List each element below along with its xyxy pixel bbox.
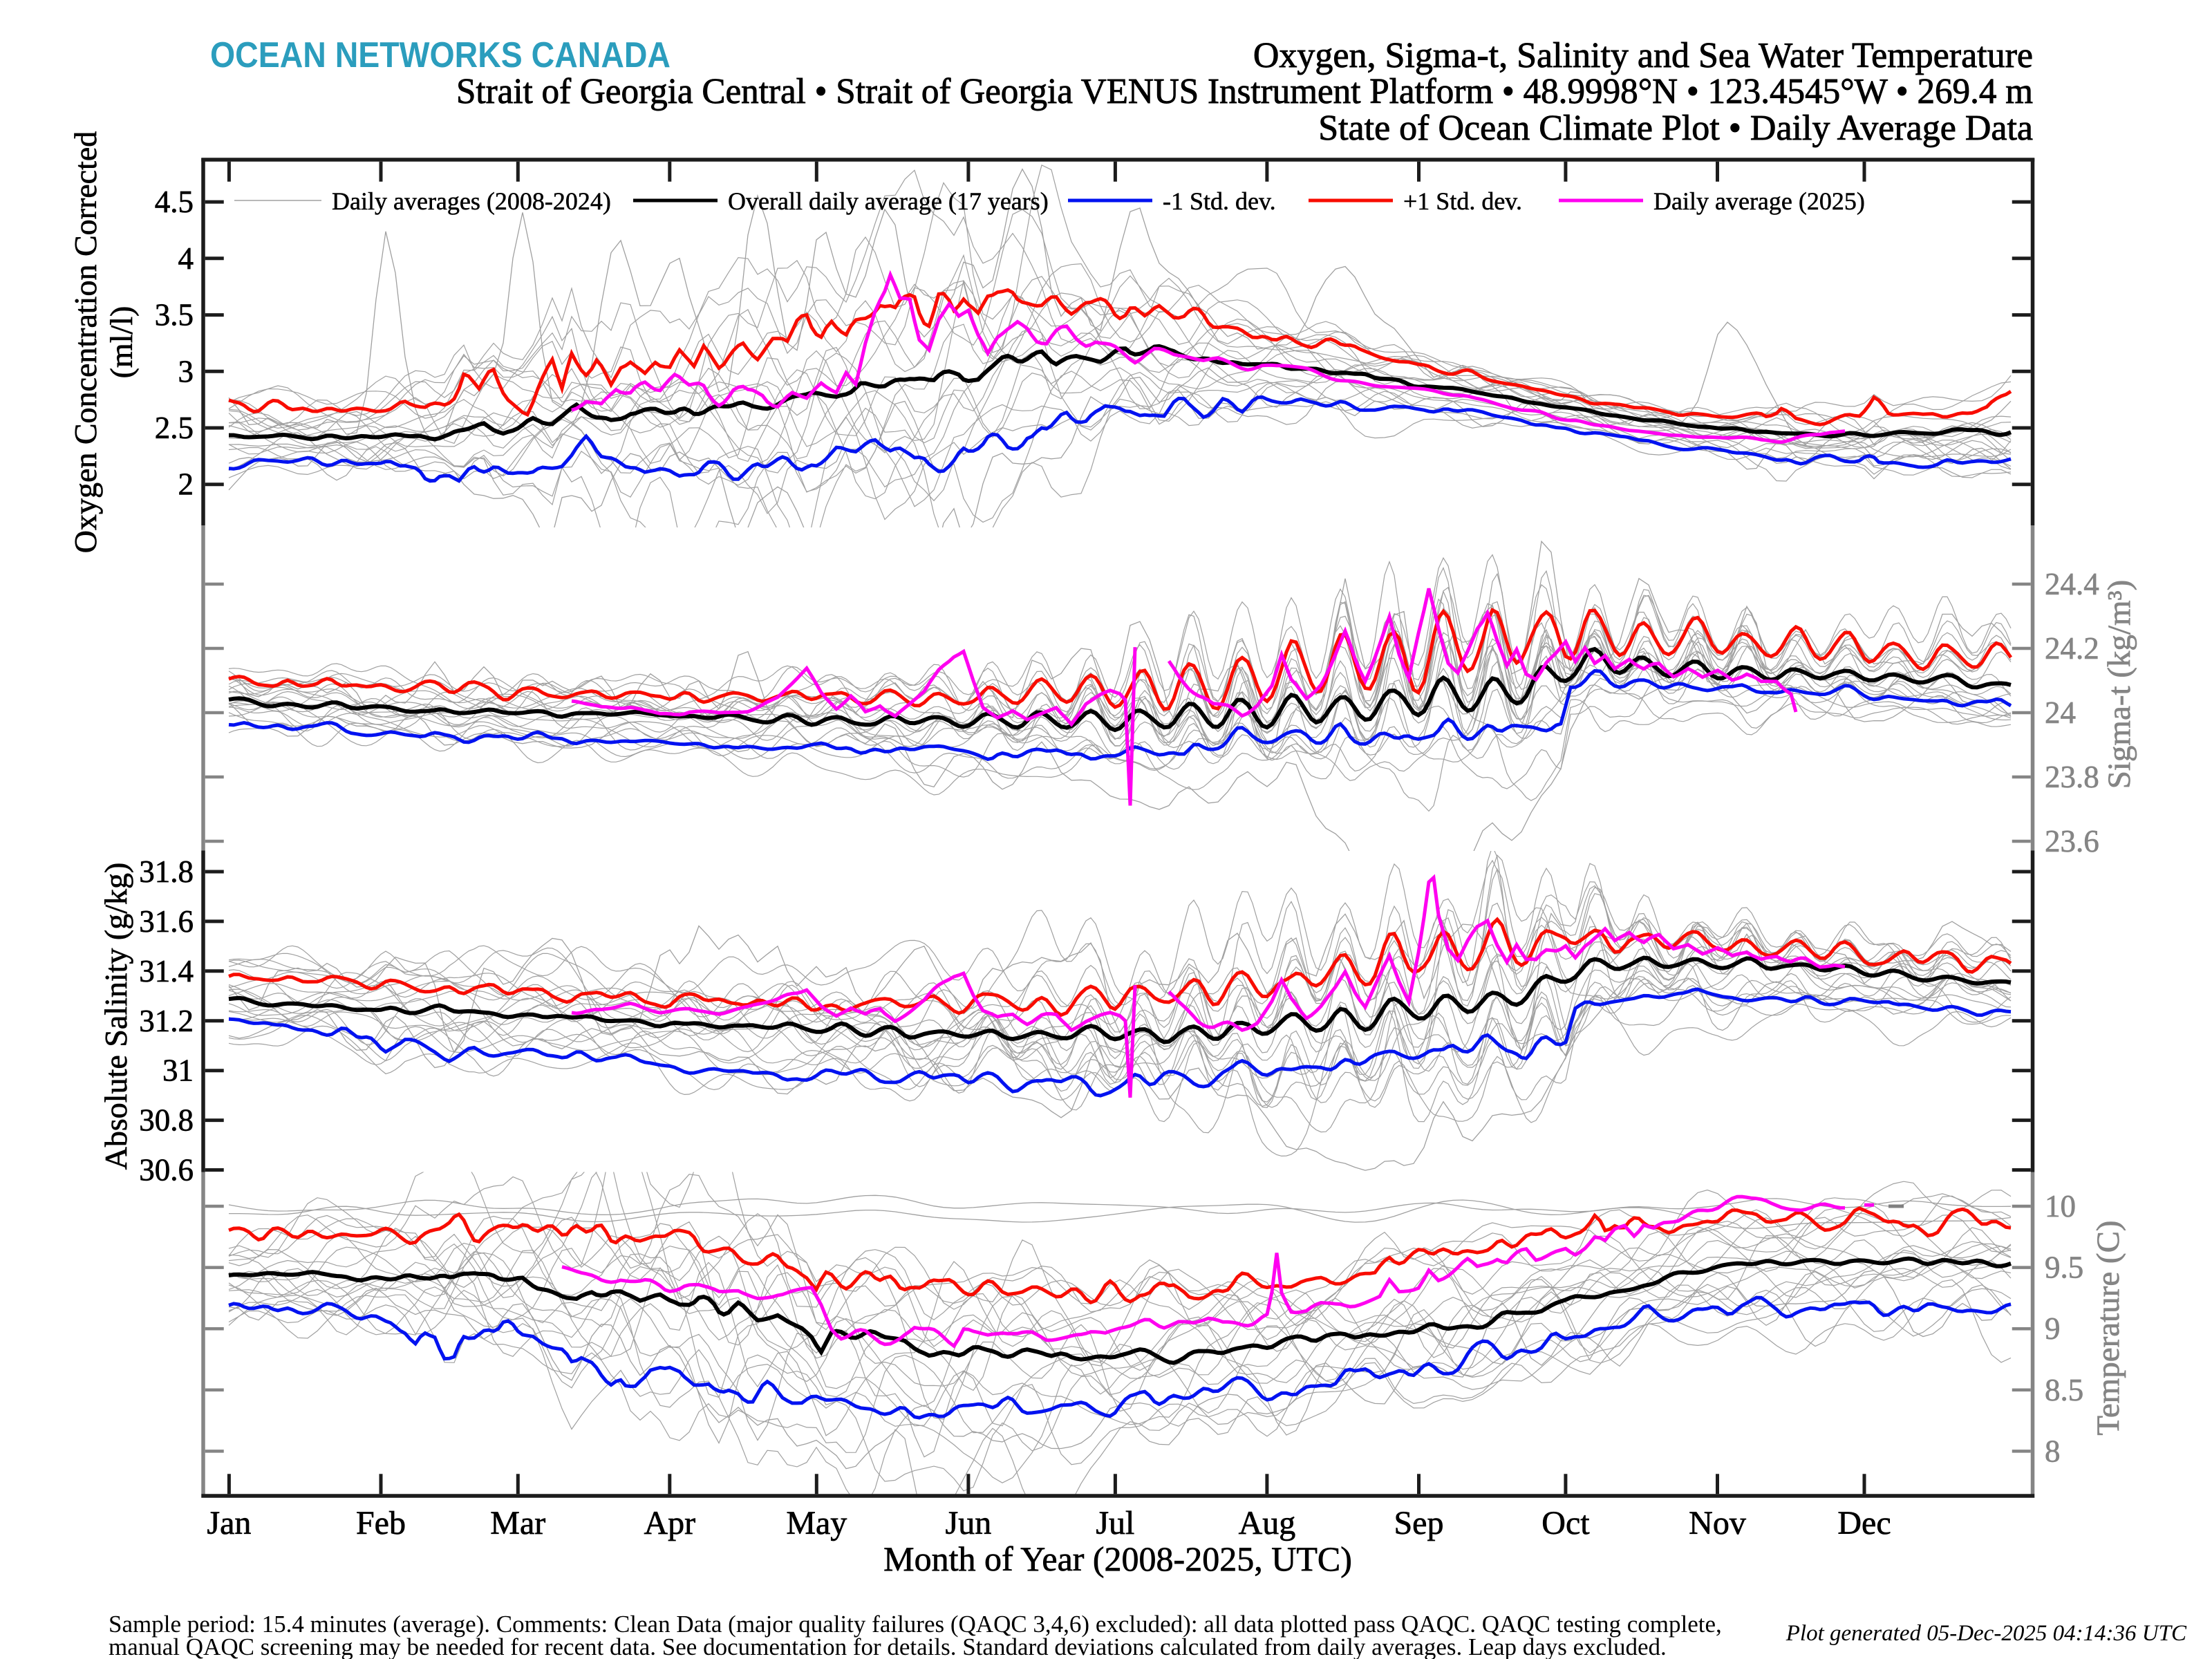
svg-text:OCEAN NETWORKS CANADA: OCEAN NETWORKS CANADA xyxy=(210,35,671,75)
svg-text:Sep: Sep xyxy=(1394,1505,1443,1541)
svg-text:manual QAQC screening may be n: manual QAQC screening may be needed for … xyxy=(109,1633,1667,1659)
svg-text:Absolute Salinity (g/kg): Absolute Salinity (g/kg) xyxy=(98,863,133,1170)
svg-text:30.8: 30.8 xyxy=(139,1103,194,1138)
svg-text:-1 Std. dev.: -1 Std. dev. xyxy=(1163,187,1276,215)
svg-text:May: May xyxy=(786,1505,847,1541)
svg-text:8.5: 8.5 xyxy=(2045,1373,2083,1407)
svg-text:31.6: 31.6 xyxy=(139,904,194,939)
svg-text:Apr: Apr xyxy=(644,1505,696,1541)
svg-text:30.6: 30.6 xyxy=(139,1153,194,1188)
svg-text:3.5: 3.5 xyxy=(155,298,194,332)
svg-text:Dec: Dec xyxy=(1837,1505,1891,1541)
svg-text:Jul: Jul xyxy=(1096,1505,1134,1541)
svg-text:9: 9 xyxy=(2045,1311,2061,1346)
svg-text:9.5: 9.5 xyxy=(2045,1250,2083,1285)
svg-text:31.8: 31.8 xyxy=(139,854,194,889)
svg-text:Oxygen, Sigma-t, Salinity and: Oxygen, Sigma-t, Salinity and Sea Water … xyxy=(1253,36,2033,75)
svg-text:10: 10 xyxy=(2045,1189,2076,1224)
svg-text:24.4: 24.4 xyxy=(2045,567,2099,601)
svg-text:31: 31 xyxy=(162,1053,194,1088)
svg-text:8: 8 xyxy=(2045,1434,2061,1468)
svg-text:Month of Year (2008-2025, UTC): Month of Year (2008-2025, UTC) xyxy=(883,1539,1352,1578)
svg-text:23.8: 23.8 xyxy=(2045,760,2099,794)
svg-text:31.4: 31.4 xyxy=(139,954,194,988)
svg-text:Sample period: 15.4 minutes (a: Sample period: 15.4 minutes (average). C… xyxy=(109,1611,1722,1638)
svg-text:2.5: 2.5 xyxy=(155,411,194,445)
svg-text:4: 4 xyxy=(178,241,194,276)
svg-text:Nov: Nov xyxy=(1689,1505,1746,1541)
svg-text:Jan: Jan xyxy=(207,1505,251,1541)
svg-text:24.2: 24.2 xyxy=(2045,631,2099,666)
svg-text:Sigma-t (kg/m³): Sigma-t (kg/m³) xyxy=(2101,580,2137,789)
svg-text:Daily averages (2008-2024): Daily averages (2008-2024) xyxy=(332,187,611,215)
svg-text:Feb: Feb xyxy=(356,1505,406,1541)
svg-text:Overall daily average (17 year: Overall daily average (17 years) xyxy=(728,187,1049,215)
svg-text:4.5: 4.5 xyxy=(155,185,194,219)
svg-text:Plot generated 05-Dec-2025 04:: Plot generated 05-Dec-2025 04:14:36 UTC xyxy=(1785,1621,2187,1646)
svg-text:Daily average (2025): Daily average (2025) xyxy=(1653,187,1865,215)
svg-text:2: 2 xyxy=(178,467,194,502)
svg-text:+1 Std. dev.: +1 Std. dev. xyxy=(1403,187,1522,215)
svg-text:31.2: 31.2 xyxy=(139,1004,194,1038)
svg-text:3: 3 xyxy=(178,354,194,388)
svg-text:Strait of Georgia Central • St: Strait of Georgia Central • Strait of Ge… xyxy=(456,72,2033,111)
svg-text:Oct: Oct xyxy=(1541,1505,1590,1541)
svg-text:Oxygen Concentration Corrected: Oxygen Concentration Corrected xyxy=(68,131,103,554)
svg-text:Aug: Aug xyxy=(1239,1505,1296,1541)
svg-text:Temperature (C): Temperature (C) xyxy=(2090,1220,2126,1435)
svg-text:23.6: 23.6 xyxy=(2045,824,2099,859)
svg-text:Jun: Jun xyxy=(946,1505,992,1541)
svg-text:(ml/l): (ml/l) xyxy=(104,306,139,379)
svg-text:24: 24 xyxy=(2045,695,2076,730)
svg-text:Mar: Mar xyxy=(490,1505,545,1541)
svg-text:State of Ocean Climate Plot •: State of Ocean Climate Plot • Daily Aver… xyxy=(1318,109,2033,148)
